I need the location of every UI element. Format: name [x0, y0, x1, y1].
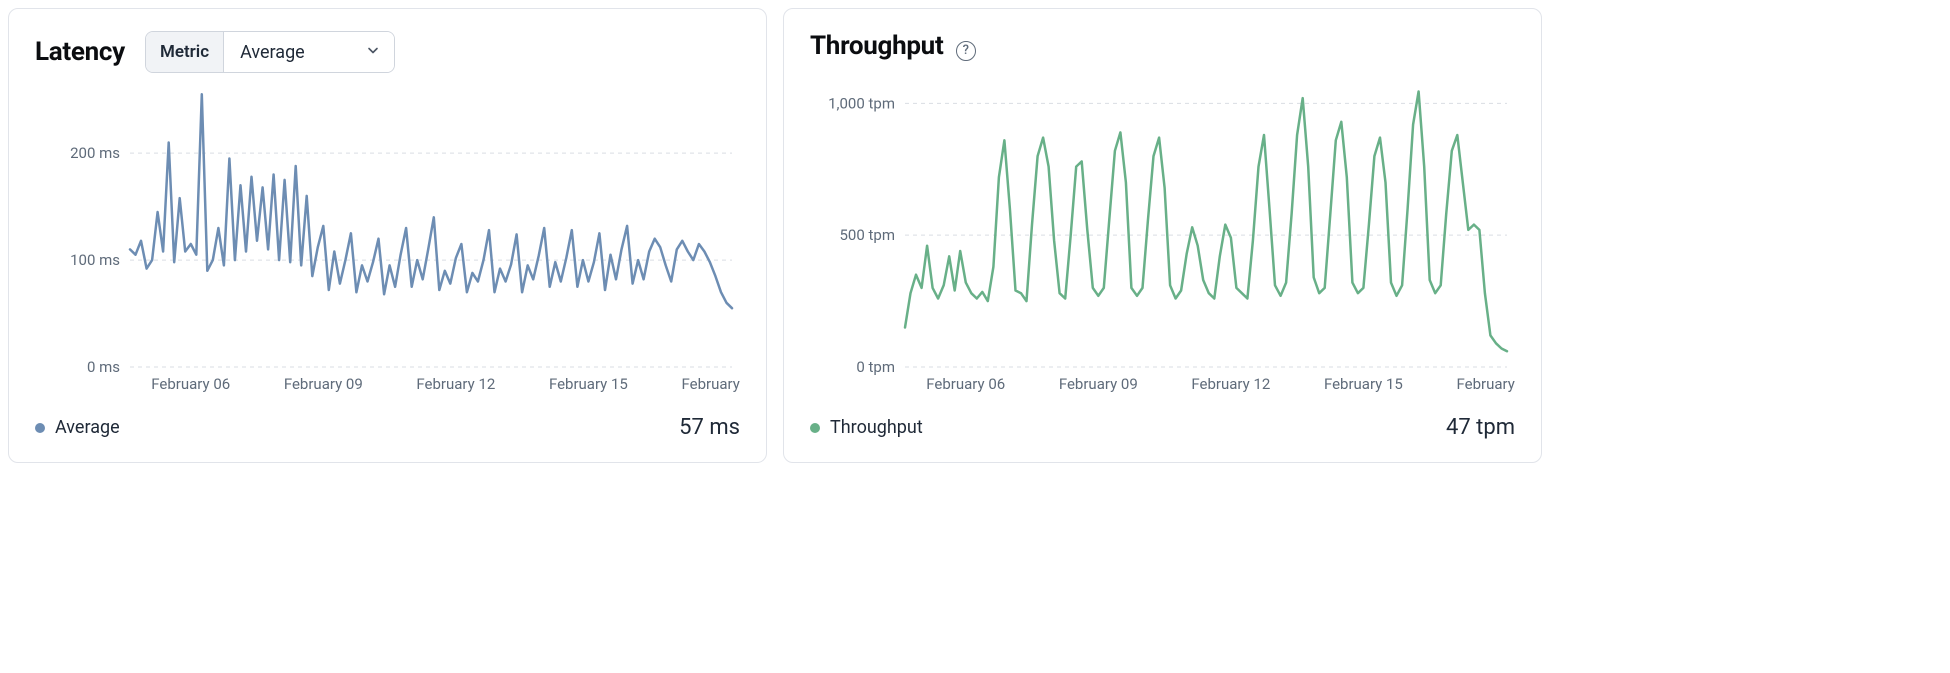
metric-selector[interactable]: Metric Average [145, 31, 395, 73]
throughput-card: Throughput ? 0 tpm 500 tpm 1,000 tpm Februa… [783, 8, 1542, 463]
latency-title: Latency [35, 37, 125, 67]
latency-footer: Average 57 ms [35, 415, 740, 440]
legend-label: Throughput [830, 417, 923, 438]
svg-text:100 ms: 100 ms [70, 251, 120, 269]
svg-text:February 15: February 15 [549, 375, 628, 393]
throughput-footer: Throughput 47 tpm [810, 415, 1515, 440]
latency-header: Latency Metric Average [35, 31, 740, 73]
svg-text:February 18: February 18 [681, 375, 740, 393]
latency-card: Latency Metric Average 0 ms 100 ms 200 ms F… [8, 8, 767, 463]
svg-text:February 15: February 15 [1324, 375, 1403, 393]
throughput-legend: Throughput [810, 417, 923, 438]
svg-text:200 ms: 200 ms [70, 144, 120, 162]
svg-text:February 06: February 06 [151, 375, 230, 393]
help-icon[interactable]: ? [956, 41, 976, 61]
metric-selector-label: Metric [146, 32, 224, 72]
metric-selector-value[interactable]: Average [224, 32, 394, 72]
latency-legend: Average [35, 417, 120, 438]
legend-dot [35, 423, 45, 433]
latency-current-value: 57 ms [679, 415, 740, 440]
metric-selector-value-text: Average [240, 42, 305, 63]
svg-text:1,000 tpm: 1,000 tpm [828, 94, 895, 112]
chevron-down-icon [366, 42, 380, 63]
svg-text:500 tpm: 500 tpm [840, 226, 896, 244]
svg-text:February 12: February 12 [1191, 375, 1270, 393]
svg-text:February 06: February 06 [926, 375, 1005, 393]
throughput-current-value: 47 tpm [1446, 415, 1515, 440]
legend-dot [810, 423, 820, 433]
legend-label: Average [55, 417, 120, 438]
svg-text:February 09: February 09 [284, 375, 363, 393]
svg-text:February 12: February 12 [416, 375, 495, 393]
throughput-chart: 0 tpm 500 tpm 1,000 tpm February 06 February… [810, 69, 1515, 401]
svg-text:February 09: February 09 [1059, 375, 1138, 393]
svg-text:February 18: February 18 [1456, 375, 1515, 393]
throughput-title: Throughput ? [810, 31, 976, 61]
latency-chart: 0 ms 100 ms 200 ms February 06 February 09 Fe… [35, 81, 740, 401]
svg-text:0 ms: 0 ms [87, 358, 120, 376]
throughput-header: Throughput ? [810, 31, 1515, 61]
throughput-title-text: Throughput [810, 31, 943, 61]
svg-text:0 tpm: 0 tpm [856, 358, 895, 376]
